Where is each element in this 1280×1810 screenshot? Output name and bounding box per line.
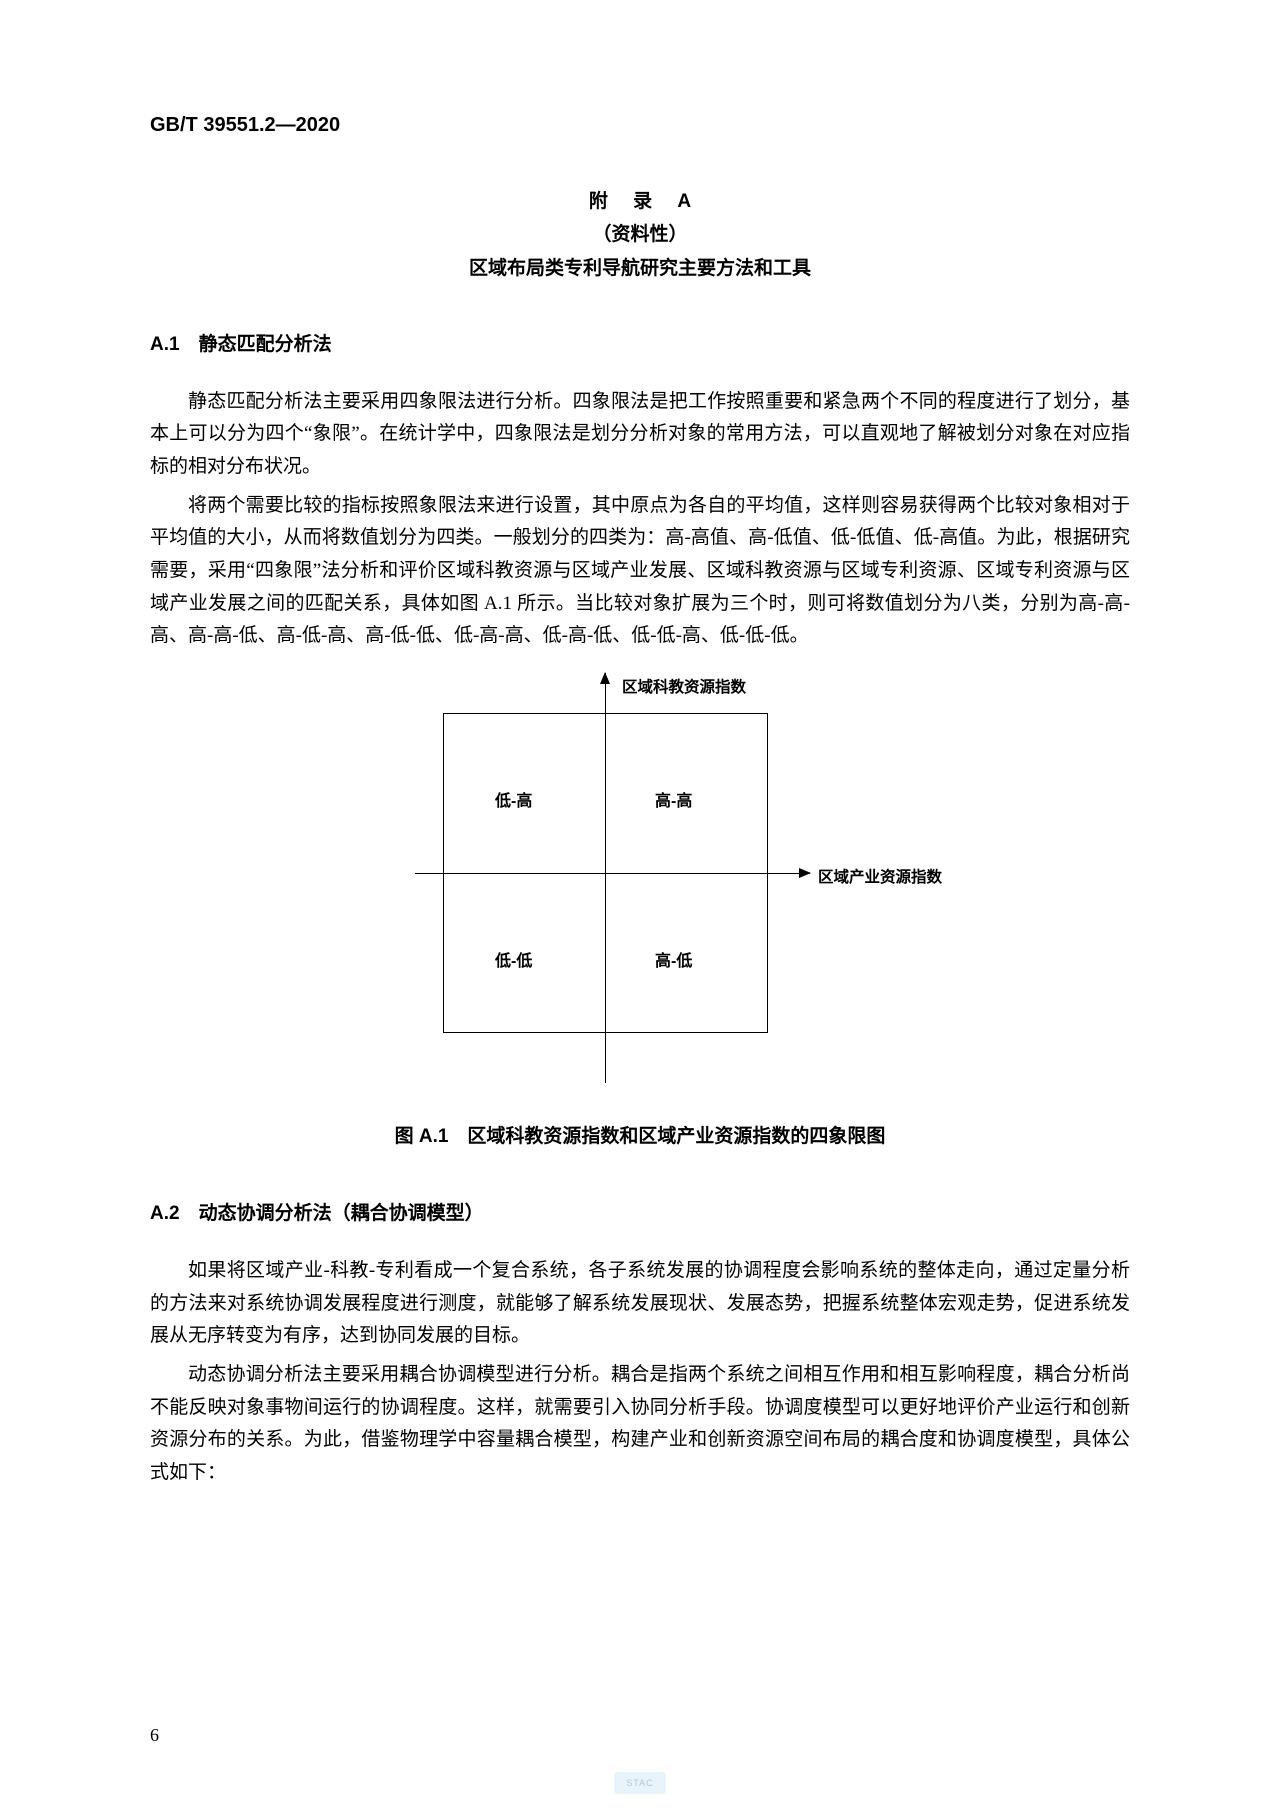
section-a1-heading: A.1 静态匹配分析法 [150,329,1130,356]
section-a1-p1: 静态匹配分析法主要采用四象限法进行分析。四象限法是把工作按照重要和紧急两个不同的… [150,386,1130,484]
quadrant-top-left-label: 低-高 [495,787,532,811]
page-number: 6 [150,1725,159,1746]
appendix-header: 附 录 A （资料性） 区域布局类专利导航研究主要方法和工具 [150,185,1130,285]
quadrant-top-right-label: 高-高 [655,787,692,811]
section-a2-p1: 如果将区域产业-科教-专利看成一个复合系统，各子系统发展的协调程度会影响系统的整… [150,1255,1130,1353]
section-a2-heading: A.2 动态协调分析法（耦合协调模型） [150,1198,1130,1225]
figure-a1-wrap: 低-高 高-高 低-低 高-低 区域科教资源指数 区域产业资源指数 [150,673,1130,1103]
appendix-line-1: 附 录 A [150,185,1130,218]
quadrant-bottom-left-label: 低-低 [495,947,532,971]
quadrant-box [443,713,768,1033]
watermark-icon: STAC [614,1772,666,1794]
document-number: GB/T 39551.2—2020 [150,114,1130,137]
axis-v-label: 区域科教资源指数 [622,675,746,697]
figure-a1-caption: 图 A.1 区域科教资源指数和区域产业资源指数的四象限图 [150,1121,1130,1148]
figure-a1-diagram: 低-高 高-高 低-低 高-低 区域科教资源指数 区域产业资源指数 [330,673,950,1103]
quadrant-bottom-right-label: 高-低 [655,947,692,971]
appendix-line-3: 区域布局类专利导航研究主要方法和工具 [150,252,1130,285]
axis-h-label: 区域产业资源指数 [818,865,942,887]
appendix-line-2: （资料性） [150,218,1130,251]
section-a2-p2: 动态协调分析法主要采用耦合协调模型进行分析。耦合是指两个系统之间相互作用和相互影… [150,1359,1130,1490]
section-a1-p2: 将两个需要比较的指标按照象限法来进行设置，其中原点为各自的平均值，这样则容易获得… [150,490,1130,653]
